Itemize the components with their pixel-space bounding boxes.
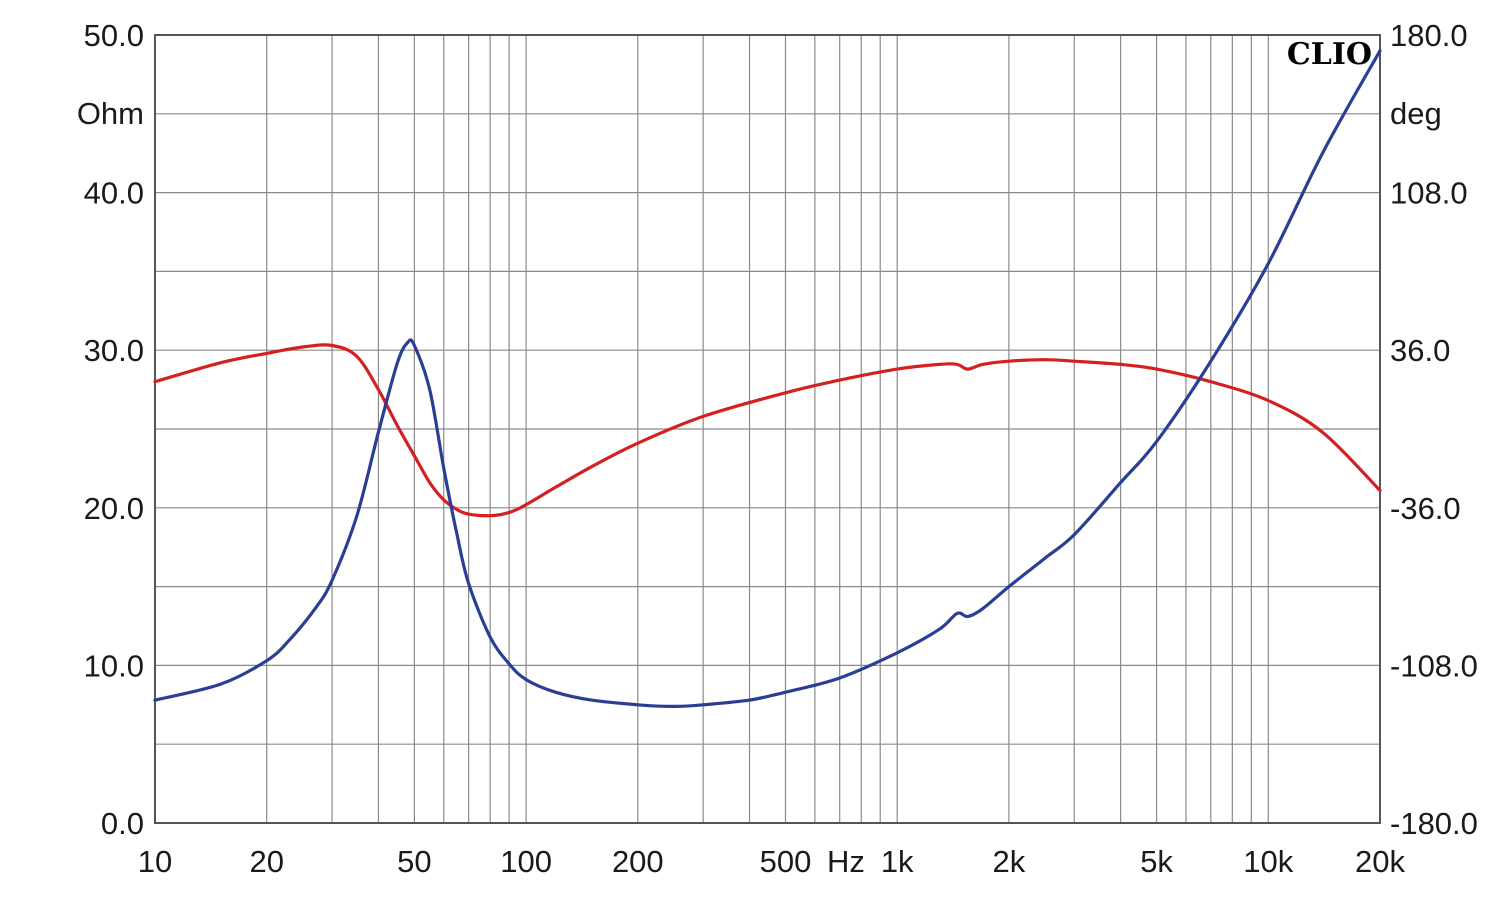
left-y-tick-label: 40.0 [84,176,144,211]
phase-curve [153,343,1382,518]
x-axis-unit: Hz [827,844,865,879]
x-tick-label: 500 [760,844,812,879]
plot-frame [154,34,1381,824]
x-tick-label: 5k [1140,844,1173,879]
x-tick-label: 20k [1355,844,1405,879]
right-y-tick-label: 108.0 [1390,176,1468,211]
x-tick-label: 100 [500,844,552,879]
x-tick-label: 50 [397,844,431,879]
right-y-tick-label: -180.0 [1390,806,1478,841]
right-axis-unit: deg [1390,96,1442,131]
axis-labels: Ohm deg Hz CLIO 10 20 50 100 200 500 1k 2k 5k 10k… [77,18,1478,879]
impedance-curve [153,49,1382,708]
right-y-tick-label: -36.0 [1390,491,1461,526]
x-tick-label: 20 [249,844,283,879]
x-tick-label: 200 [612,844,664,879]
right-y-tick-label: 36.0 [1390,333,1450,368]
left-y-tick-label: 30.0 [84,333,144,368]
left-y-tick-label: 0.0 [101,806,144,841]
x-tick-label: 10k [1243,844,1293,879]
right-y-tick-label: -108.0 [1390,648,1478,683]
x-tick-label: 10 [138,844,172,879]
left-y-tick-label: 50.0 [84,18,144,53]
left-axis-unit: Ohm [77,96,144,131]
x-tick-label: 2k [993,844,1026,879]
left-y-tick-label: 10.0 [84,648,144,683]
right-y-tick-label: 180.0 [1390,18,1468,53]
series-layer [153,49,1382,708]
grid-lines [155,35,1380,823]
clio-logo-text: CLIO [1287,37,1372,72]
left-y-tick-label: 20.0 [84,491,144,526]
x-tick-label: 1k [881,844,914,879]
